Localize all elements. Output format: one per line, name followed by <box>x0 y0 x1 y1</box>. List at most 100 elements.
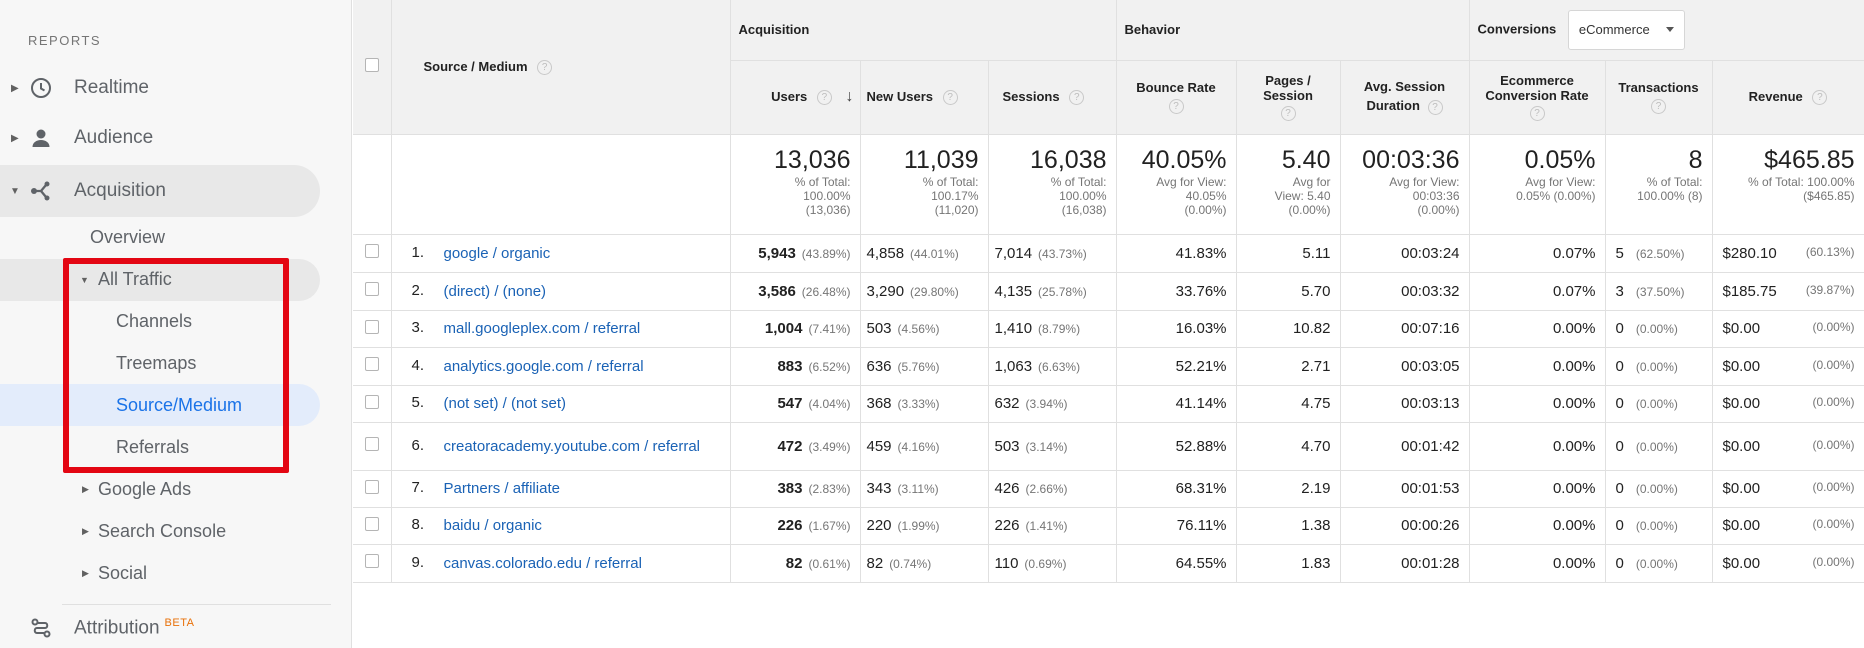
source-medium-link[interactable]: canvas.colorado.edu / referral <box>443 554 642 572</box>
help-icon[interactable]: ? <box>1069 90 1085 106</box>
sessions-cell: 503 (3.14%) <box>988 422 1117 471</box>
table-row[interactable]: 5. (not set) / (not set) 547 (4.04%) 368 (3.3… <box>353 385 1864 423</box>
column-revenue[interactable]: Revenue ? <box>1712 60 1864 135</box>
row-checkbox[interactable] <box>364 437 379 451</box>
expand-caret-icon[interactable]: ▶ <box>11 132 19 144</box>
row-checkbox[interactable] <box>364 479 379 494</box>
source-medium-link[interactable]: creatoracademy.youtube.com / referral <box>443 437 701 455</box>
transactions-cell: 0 (0.00%) <box>1605 310 1713 348</box>
help-icon[interactable]: ? <box>537 59 553 75</box>
table-row[interactable]: 6. creatoracademy.youtube.com / referral 4… <box>353 422 1864 471</box>
table-row[interactable]: 3. mall.googleplex.com / referral 1,004 (7.… <box>353 310 1864 348</box>
sidebar-item-source-medium[interactable]: Source/Medium <box>116 395 243 415</box>
sidebar-item-overview[interactable]: Overview <box>90 227 166 247</box>
select-all-checkbox[interactable] <box>364 58 379 73</box>
ecommerce-conversion-rate-cell: 0.00% <box>1469 507 1606 545</box>
avg-session-duration-cell: 00:03:32 <box>1340 272 1470 311</box>
row-checkbox[interactable] <box>364 394 379 409</box>
row-checkbox[interactable] <box>364 319 379 334</box>
column-transactions[interactable]: Transactions ? <box>1605 60 1713 135</box>
table-row[interactable]: 8. baidu / organic 226 (1.67%) 220 (1.99%) 226… <box>353 507 1864 545</box>
sidebar-item-referrals[interactable]: Referrals <box>116 437 190 457</box>
sidebar-item-google-ads[interactable]: Google Ads <box>98 479 192 499</box>
new-users-cell: 636 (5.76%) <box>860 347 989 386</box>
row-checkbox[interactable] <box>364 554 379 568</box>
sidebar-item-audience[interactable]: ▶ Audience <box>0 116 320 160</box>
bounce-rate-cell: 41.83% <box>1116 234 1237 273</box>
column-bounce-rate[interactable]: Bounce Rate ? <box>1116 60 1237 135</box>
conversion-type-dropdown[interactable]: eCommerce <box>1567 9 1685 50</box>
help-icon[interactable]: ? <box>1651 99 1666 114</box>
revenue-cell: $0.00 (0.00%) <box>1712 507 1864 545</box>
revenue-cell: $0.00 (0.00%) <box>1712 422 1864 471</box>
sidebar-item-attribution[interactable]: Attribution BETA <box>0 606 320 648</box>
column-source-medium[interactable]: Source / Medium ? <box>391 0 731 135</box>
help-icon[interactable]: ? <box>816 90 832 106</box>
column-new-users[interactable]: New Users ? <box>860 60 989 135</box>
sidebar-item-treemaps[interactable]: Treemaps <box>116 353 197 373</box>
collapse-caret-icon[interactable]: ▼ <box>80 275 89 285</box>
source-medium-link[interactable]: analytics.google.com / referral <box>443 357 644 375</box>
sessions-cell: 110 (0.69%) <box>988 544 1117 583</box>
source-medium-link[interactable]: (not set) / (not set) <box>443 395 567 412</box>
expand-caret-icon[interactable]: ▶ <box>82 568 89 578</box>
column-avg-session-duration[interactable]: Avg. Session Duration ? <box>1340 60 1470 135</box>
group-acquisition: Acquisition <box>730 0 1117 61</box>
new-users-cell: 4,858 (44.01%) <box>860 234 989 273</box>
sidebar-item-label: Realtime <box>74 77 149 98</box>
ecommerce-conversion-rate-cell: 0.00% <box>1469 470 1606 508</box>
row-checkbox[interactable] <box>364 244 379 258</box>
sidebar-item-realtime[interactable]: ▶ Realtime <box>0 66 320 110</box>
table-row[interactable]: 7. Partners / affiliate 383 (2.83%) 343 (3.11… <box>353 470 1864 508</box>
row-checkbox[interactable] <box>364 357 379 371</box>
column-ecommerce-conversion-rate[interactable]: Ecommerce Conversion Rate ? <box>1469 60 1606 135</box>
source-medium-link[interactable]: google / organic <box>443 244 551 262</box>
help-icon[interactable]: ? <box>1280 106 1296 121</box>
avg-session-duration-cell: 00:01:28 <box>1340 544 1470 583</box>
column-users[interactable]: Users ? ↓ <box>730 60 861 135</box>
bounce-rate-cell: 52.88% <box>1116 422 1237 471</box>
table-row[interactable]: 1. google / organic 5,943 (43.89%) 4,858 (44.… <box>353 234 1864 273</box>
source-medium-link[interactable]: Partners / affiliate <box>443 480 560 497</box>
sidebar-divider <box>62 604 331 605</box>
sessions-cell: 632 (3.94%) <box>988 385 1117 423</box>
table-row[interactable]: 4. analytics.google.com / referral 883 (6.5… <box>353 347 1864 386</box>
sidebar-item-social[interactable]: Social <box>98 563 148 583</box>
source-medium-link[interactable]: (direct) / (none) <box>443 282 547 300</box>
source-medium-link[interactable]: baidu / organic <box>443 517 542 534</box>
column-pages-per-session[interactable]: Pages / Session ? <box>1236 60 1341 135</box>
help-icon[interactable]: ? <box>942 90 958 106</box>
bounce-rate-cell: 52.21% <box>1116 347 1237 386</box>
collapse-caret-icon[interactable]: ▼ <box>10 185 20 197</box>
help-icon[interactable]: ? <box>1427 99 1443 115</box>
sidebar-item-acquisition[interactable]: ▼ Acquisition <box>0 169 320 213</box>
sidebar-item-channels[interactable]: Channels <box>116 311 193 331</box>
sidebar-item-search-console[interactable]: Search Console <box>98 521 227 541</box>
sort-descending-icon[interactable]: ↓ <box>845 88 854 105</box>
expand-caret-icon[interactable]: ▶ <box>82 526 89 536</box>
new-users-cell: 368 (3.33%) <box>860 385 989 423</box>
source-medium-link[interactable]: mall.googleplex.com / referral <box>443 320 641 337</box>
expand-caret-icon[interactable]: ▶ <box>11 82 19 94</box>
source-medium-highlight <box>0 384 320 426</box>
ecommerce-conversion-rate-cell: 0.00% <box>1469 347 1606 386</box>
row-checkbox[interactable] <box>364 516 379 531</box>
revenue-cell: $0.00 (0.00%) <box>1712 347 1864 386</box>
sidebar-item-all-traffic[interactable]: All Traffic <box>98 269 172 289</box>
avg-session-duration-cell: 00:01:42 <box>1340 422 1470 471</box>
avg-session-duration-cell: 00:00:26 <box>1340 507 1470 545</box>
table-row[interactable]: 2. (direct) / (none) 3,586 (26.48%) 3,290 (29… <box>353 272 1864 311</box>
help-icon[interactable]: ? <box>1529 106 1545 121</box>
sidebar: REPORTS ▶ Realtime ▶ Audience ▼ Acquisit… <box>0 0 352 648</box>
column-sessions[interactable]: Sessions ? <box>988 60 1117 135</box>
sidebar-item-label: Audience <box>74 127 154 148</box>
table-row[interactable]: 9. canvas.colorado.edu / referral 82 (0.61%… <box>353 544 1864 583</box>
new-users-cell: 343 (3.11%) <box>860 470 989 508</box>
bounce-rate-cell: 76.11% <box>1116 507 1237 545</box>
bounce-rate-cell: 41.14% <box>1116 385 1237 423</box>
expand-caret-icon[interactable]: ▶ <box>82 484 89 494</box>
help-icon[interactable]: ? <box>1812 90 1828 106</box>
row-checkbox[interactable] <box>364 282 379 296</box>
help-icon[interactable]: ? <box>1168 99 1184 114</box>
transactions-cell: 5 (62.50%) <box>1605 234 1713 273</box>
